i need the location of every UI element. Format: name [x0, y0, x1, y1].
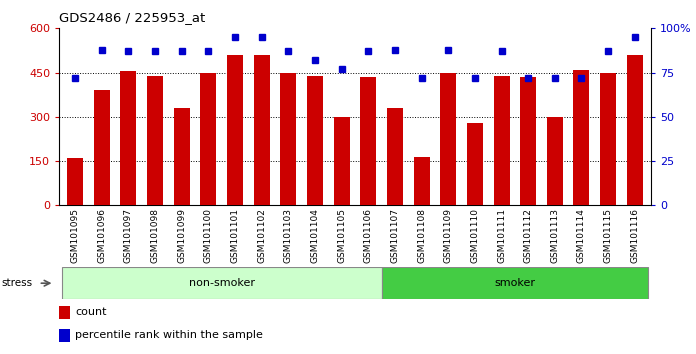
Text: stress: stress	[1, 278, 33, 288]
Bar	[227, 55, 243, 205]
Bar	[174, 108, 190, 205]
Bar	[280, 73, 296, 205]
Bar	[547, 117, 563, 205]
Bar	[600, 73, 616, 205]
Bar	[413, 156, 429, 205]
Bar	[200, 73, 216, 205]
Bar	[333, 117, 349, 205]
Bar	[67, 158, 83, 205]
Bar	[59, 329, 70, 342]
Text: GDS2486 / 225953_at: GDS2486 / 225953_at	[59, 11, 205, 24]
Text: percentile rank within the sample: percentile rank within the sample	[75, 330, 263, 341]
Bar	[387, 108, 403, 205]
Bar	[493, 75, 509, 205]
Bar	[467, 123, 483, 205]
Bar	[574, 70, 590, 205]
Bar	[441, 73, 456, 205]
Bar	[62, 267, 381, 299]
Text: non-smoker: non-smoker	[189, 278, 255, 288]
Bar	[307, 75, 323, 205]
Bar	[627, 55, 643, 205]
Bar	[254, 55, 269, 205]
Bar	[361, 77, 377, 205]
Bar	[59, 306, 70, 319]
Bar	[147, 75, 163, 205]
Bar	[381, 267, 648, 299]
Bar	[120, 71, 136, 205]
Text: smoker: smoker	[494, 278, 535, 288]
Text: count: count	[75, 307, 107, 318]
Bar	[94, 90, 110, 205]
Bar	[520, 77, 536, 205]
